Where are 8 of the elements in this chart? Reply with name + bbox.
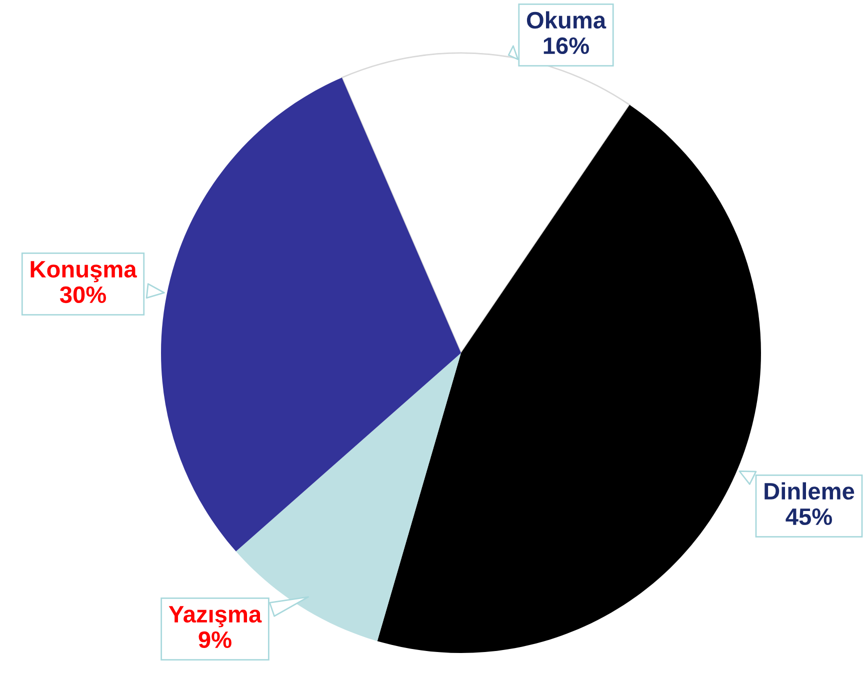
data-label: 45% bbox=[786, 508, 832, 526]
slice-label: Dinleme bbox=[764, 482, 854, 500]
data-label: 16% bbox=[544, 37, 590, 54]
slice-label: Okuma bbox=[526, 11, 606, 29]
slice-label: Yazışma bbox=[168, 606, 262, 628]
slice-label: Konuşma bbox=[30, 261, 137, 282]
data-label: 9% bbox=[198, 631, 232, 648]
data-label: 30% bbox=[60, 286, 106, 304]
